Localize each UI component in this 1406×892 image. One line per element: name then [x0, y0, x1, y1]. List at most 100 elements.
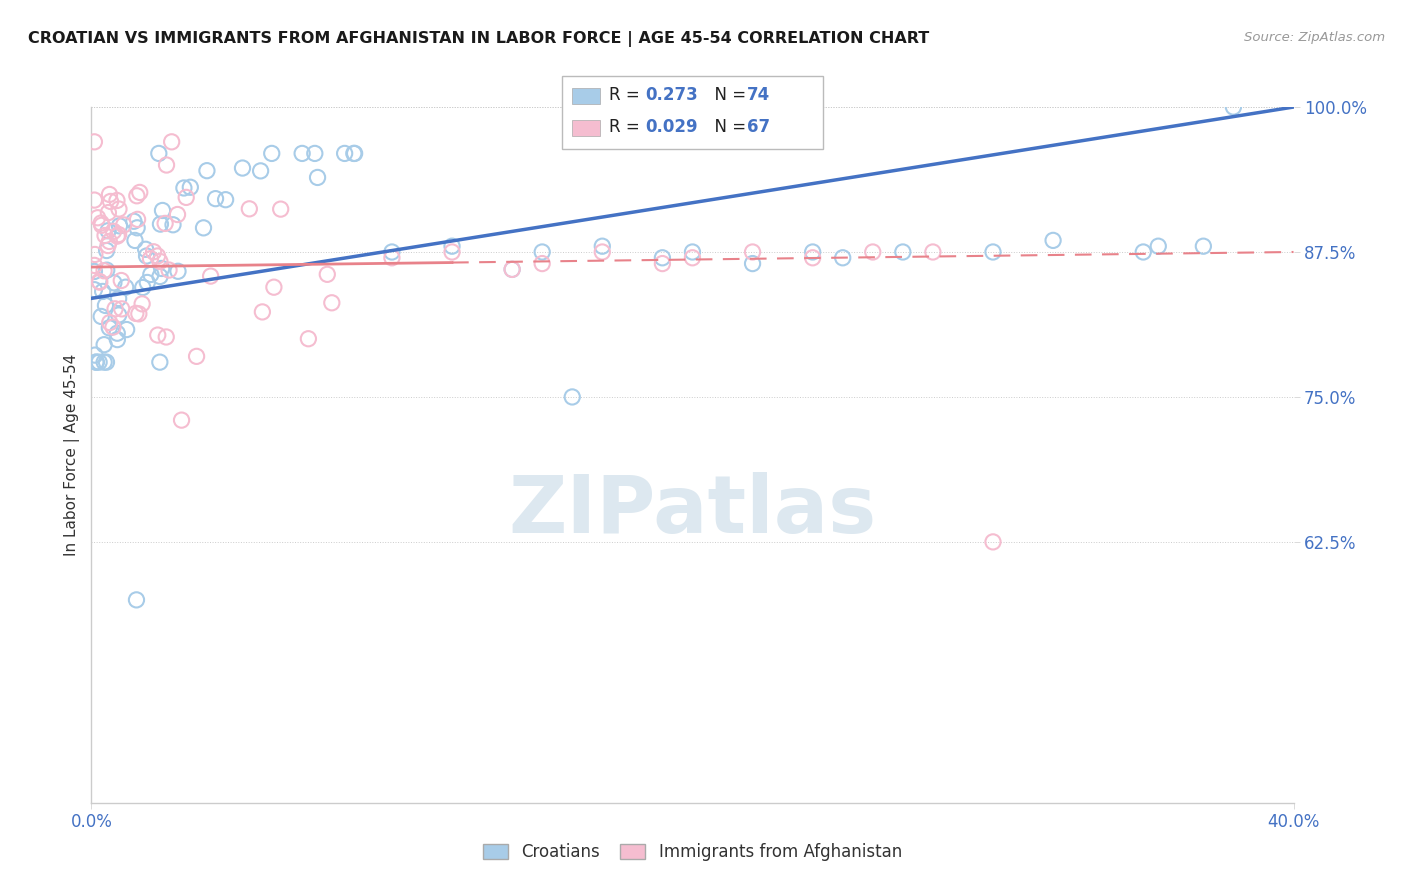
Text: 74: 74	[747, 87, 770, 104]
Point	[149, 269, 172, 284]
Point	[831, 251, 853, 265]
Point	[100, 194, 122, 209]
Point	[681, 251, 703, 265]
Point	[153, 216, 176, 230]
Point	[97, 224, 120, 238]
Point	[651, 251, 673, 265]
Point	[1042, 233, 1064, 247]
Point	[252, 305, 274, 319]
Point	[97, 205, 120, 219]
Text: 0.273: 0.273	[645, 87, 699, 104]
Text: 67: 67	[747, 118, 769, 136]
Point	[146, 328, 169, 343]
Point	[981, 534, 1004, 549]
Point	[83, 264, 105, 278]
Point	[98, 321, 121, 335]
Point	[124, 234, 146, 248]
Point	[179, 180, 201, 194]
Point	[91, 285, 114, 299]
Point	[96, 244, 118, 258]
Point	[381, 251, 404, 265]
Point	[125, 593, 148, 607]
Point	[128, 186, 150, 200]
Point	[801, 251, 824, 265]
Point	[173, 181, 195, 195]
Point	[142, 244, 165, 259]
Point	[333, 146, 356, 161]
Point	[139, 268, 162, 282]
Point	[891, 244, 914, 259]
Y-axis label: In Labor Force | Age 45-54: In Labor Force | Age 45-54	[65, 354, 80, 556]
Point	[195, 163, 218, 178]
Point	[157, 263, 180, 277]
Point	[193, 220, 215, 235]
Point	[83, 283, 105, 297]
Point	[270, 202, 292, 216]
Point	[86, 211, 108, 225]
Point	[316, 268, 339, 282]
Point	[149, 355, 172, 369]
Point	[105, 229, 128, 244]
Point	[155, 330, 177, 344]
Point	[93, 337, 115, 351]
Point	[111, 301, 134, 316]
Point	[108, 202, 131, 216]
Point	[131, 297, 153, 311]
Point	[1192, 239, 1215, 253]
Point	[1222, 100, 1244, 114]
Point	[981, 244, 1004, 259]
Point	[231, 161, 253, 175]
Point	[146, 249, 169, 263]
Point	[214, 193, 236, 207]
Point	[93, 355, 115, 369]
Point	[107, 292, 129, 306]
Point	[132, 280, 155, 294]
Point	[105, 326, 128, 341]
Point	[105, 194, 128, 208]
Point	[166, 207, 188, 221]
Point	[343, 146, 366, 161]
Point	[83, 135, 105, 149]
Point	[98, 187, 121, 202]
Point	[148, 146, 170, 161]
Point	[112, 218, 135, 232]
Point	[125, 188, 148, 202]
Point	[114, 280, 136, 294]
Point	[561, 390, 583, 404]
Point	[127, 212, 149, 227]
Point	[162, 218, 184, 232]
Point	[86, 355, 108, 369]
Point	[591, 244, 613, 259]
Point	[204, 192, 226, 206]
Point	[149, 217, 172, 231]
Point	[155, 158, 177, 172]
Point	[297, 332, 319, 346]
Point	[260, 146, 283, 161]
Point	[149, 254, 172, 268]
Point	[1147, 239, 1170, 253]
Point	[84, 355, 107, 369]
Point	[801, 244, 824, 259]
Point	[125, 306, 148, 320]
Text: N =: N =	[704, 118, 752, 136]
Point	[343, 146, 366, 161]
Point	[135, 242, 157, 256]
Point	[862, 244, 884, 259]
Text: R =: R =	[609, 87, 645, 104]
Point	[263, 280, 285, 294]
Point	[440, 239, 463, 253]
Point	[307, 170, 329, 185]
Point	[531, 244, 554, 259]
Point	[128, 307, 150, 321]
Point	[104, 301, 127, 316]
Point	[107, 308, 129, 322]
Point	[127, 220, 149, 235]
Point	[108, 219, 131, 233]
Point	[98, 235, 121, 249]
Point	[97, 238, 120, 252]
Point	[174, 190, 197, 204]
Text: N =: N =	[704, 87, 752, 104]
Text: R =: R =	[609, 118, 645, 136]
Point	[160, 135, 183, 149]
Text: 0.029: 0.029	[645, 118, 697, 136]
